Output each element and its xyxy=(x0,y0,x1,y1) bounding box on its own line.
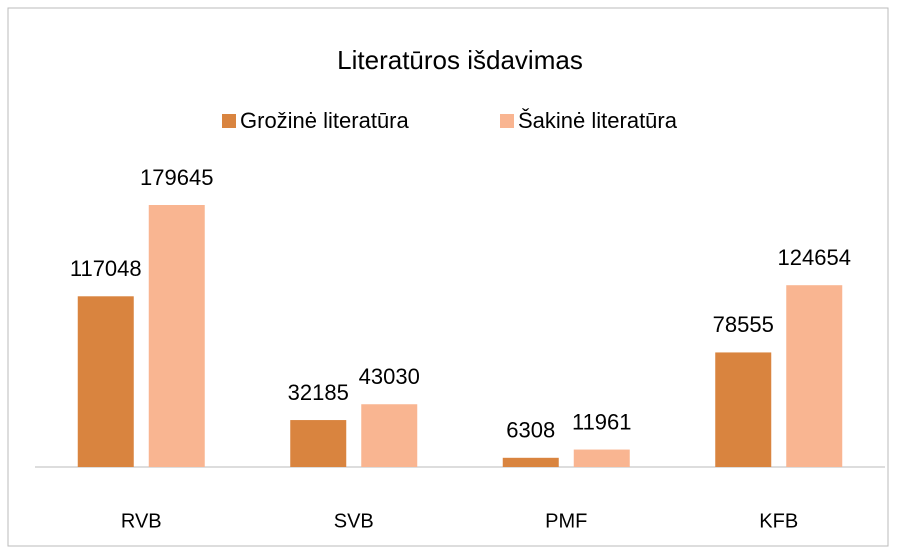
bar xyxy=(361,404,418,467)
bar xyxy=(77,296,134,467)
bar xyxy=(715,352,772,467)
x-tick-label: KFB xyxy=(759,510,798,532)
data-label: 78555 xyxy=(713,312,774,337)
legend-label: Šakinė literatūra xyxy=(518,108,678,133)
data-label: 124654 xyxy=(778,245,851,270)
x-tick-label: PMF xyxy=(545,510,587,532)
x-tick-label: RVB xyxy=(121,510,162,532)
bar xyxy=(786,285,843,467)
data-label: 6308 xyxy=(506,418,555,443)
bar xyxy=(573,449,630,467)
data-label: 43030 xyxy=(359,364,420,389)
legend-swatch xyxy=(222,114,236,128)
data-label: 179645 xyxy=(140,165,213,190)
data-label: 32185 xyxy=(288,380,349,405)
legend-swatch xyxy=(500,114,514,128)
x-tick-label: SVB xyxy=(334,510,374,532)
data-label: 11961 xyxy=(572,409,632,434)
chart-title: Literatūros išdavimas xyxy=(337,45,583,75)
bar xyxy=(148,205,205,467)
legend-label: Grožinė literatūra xyxy=(240,108,410,133)
bar xyxy=(290,420,347,467)
bar xyxy=(502,457,559,467)
data-label: 117048 xyxy=(70,256,142,281)
